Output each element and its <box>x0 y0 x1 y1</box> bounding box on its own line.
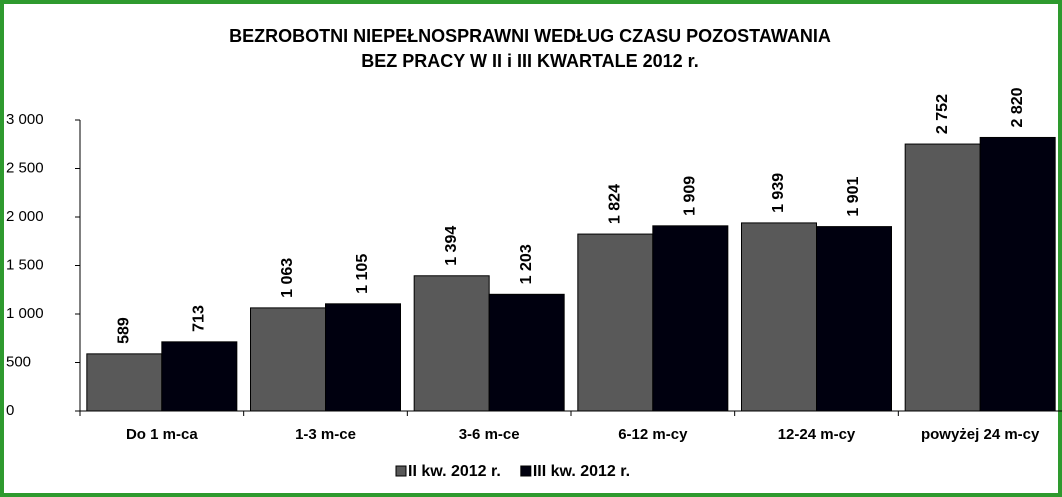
x-tick-label: 12-24 m-cy <box>778 426 856 443</box>
bar <box>816 226 892 412</box>
y-tick-label: 1 500 <box>6 256 44 273</box>
value-label: 1 203 <box>518 244 535 284</box>
bar <box>325 303 401 412</box>
value-label: 1 105 <box>354 254 371 294</box>
value-label: 1 824 <box>607 184 624 224</box>
y-tick-label: 2 000 <box>6 208 44 225</box>
value-label: 2 820 <box>1009 87 1026 127</box>
y-tick-label: 1 000 <box>6 305 44 322</box>
value-label: 589 <box>116 317 133 344</box>
bar <box>577 233 654 412</box>
legend-label: II kw. 2012 r. <box>408 463 501 480</box>
bar <box>979 136 1056 412</box>
x-tick-label: Do 1 m-ca <box>126 426 198 443</box>
x-tick-label: powyżej 24 m-cy <box>921 426 1040 443</box>
value-label: 713 <box>191 305 208 332</box>
value-label: 1 901 <box>845 176 862 216</box>
bar <box>250 307 326 412</box>
bar <box>488 293 565 412</box>
y-tick-label: 0 <box>6 402 14 419</box>
y-tick-label: 500 <box>6 353 31 370</box>
value-label: 1 063 <box>279 258 296 298</box>
legend-label: III kw. 2012 r. <box>533 463 630 480</box>
y-tick-label: 2 500 <box>6 159 44 176</box>
value-label: 1 939 <box>770 173 787 213</box>
chart-title: BEZROBOTNI NIEPEŁNOSPRAWNI WEDŁUG CZASU … <box>229 26 831 46</box>
value-label: 2 752 <box>934 94 951 134</box>
y-tick-label: 3 000 <box>6 111 44 128</box>
value-label: 1 394 <box>443 226 460 266</box>
x-tick-label: 6-12 m-cy <box>618 426 688 443</box>
bar <box>161 341 238 412</box>
legend-swatch <box>520 465 532 477</box>
bar <box>413 275 490 412</box>
bar <box>904 143 981 412</box>
x-tick-label: 3-6 m-ce <box>459 426 520 443</box>
x-tick-label: 1-3 m-ce <box>295 426 356 443</box>
bar <box>741 222 817 412</box>
value-label: 1 909 <box>682 176 699 216</box>
bar <box>86 353 163 412</box>
legend-swatch <box>395 465 407 477</box>
bar <box>652 225 729 412</box>
chart-subtitle: BEZ PRACY W II i III KWARTALE 2012 r. <box>361 51 698 71</box>
